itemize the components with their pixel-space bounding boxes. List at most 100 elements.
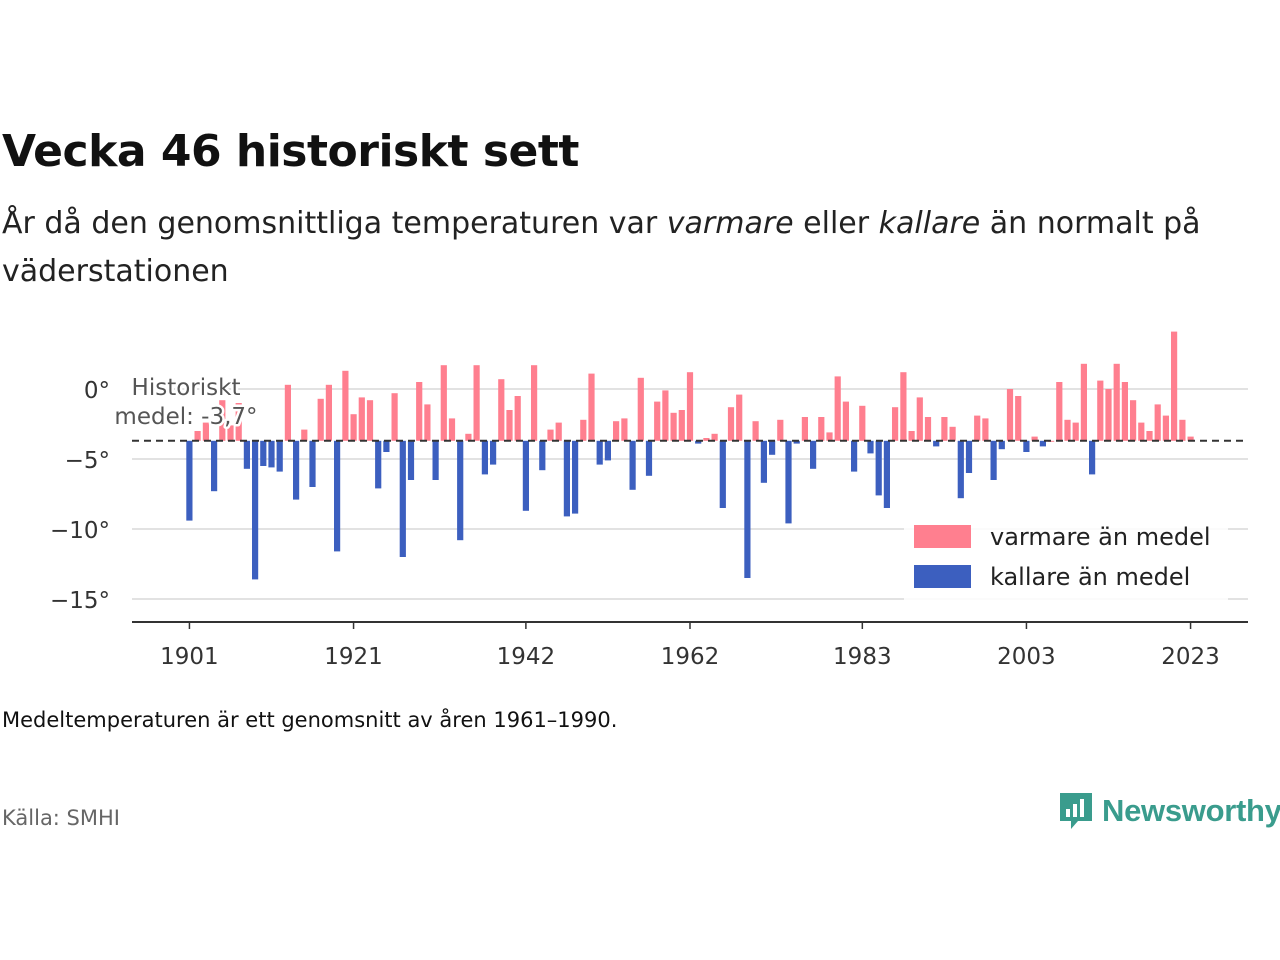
newsworthy-chat-chart-icon [1060, 793, 1092, 829]
bar-warm [1064, 419, 1071, 441]
bar-cold [957, 440, 964, 499]
x-tick-label: 1983 [833, 644, 892, 670]
bar-cold [769, 440, 776, 455]
baseline-label: Historiskt [132, 375, 241, 401]
bar-cold [998, 440, 1005, 450]
bar-warm [818, 417, 825, 441]
bar-cold [252, 440, 259, 580]
legend-swatch-warm [914, 525, 971, 548]
bar-cold [399, 440, 406, 557]
bar-warm [219, 400, 226, 441]
bar-warm [736, 394, 743, 441]
bar-cold [1023, 440, 1030, 452]
bar-cold [293, 440, 300, 500]
bar-warm [448, 418, 456, 441]
bar-cold [260, 440, 267, 466]
y-tick-label: −5° [65, 448, 110, 474]
bar-warm [777, 419, 784, 441]
bar-warm [727, 407, 735, 441]
bar-cold [851, 440, 858, 472]
bar-warm [555, 422, 562, 441]
footnote: Medeltemperaturen är ett genomsnitt av å… [2, 708, 618, 732]
bar-warm [284, 384, 291, 441]
bar-cold [572, 440, 579, 514]
bar-warm [1130, 400, 1137, 441]
bar-warm [1187, 436, 1194, 441]
bar-warm [974, 415, 981, 441]
bar-warm [892, 407, 899, 441]
bar-warm [358, 397, 365, 441]
bar-warm [703, 438, 710, 441]
bar-warm [637, 377, 644, 441]
bar-cold [522, 440, 529, 511]
bar-cold [309, 440, 316, 487]
bar-warm [916, 397, 923, 441]
bar-warm [834, 376, 841, 441]
legend-label-cold: kallare än medel [990, 563, 1190, 591]
bar-warm [801, 417, 808, 441]
bar-cold [211, 440, 218, 492]
bar-cold [785, 440, 792, 524]
bar-warm [465, 433, 472, 441]
bar-warm [982, 418, 989, 441]
bar-cold [268, 440, 275, 468]
bar-warm [391, 393, 398, 441]
bar-warm [662, 390, 669, 441]
bar-warm [506, 410, 513, 441]
bar-warm [613, 421, 620, 441]
brand-name: Newsworthy [1102, 793, 1280, 828]
chart-subtitle: År då den genomsnittliga temperaturen va… [2, 200, 1242, 296]
bar-warm [752, 421, 759, 441]
bar-cold [629, 440, 636, 490]
bar-warm [416, 382, 423, 441]
bar-warm [670, 412, 677, 441]
bar-warm [654, 401, 661, 441]
x-tick-label: 1921 [324, 644, 383, 670]
bar-cold [457, 440, 464, 541]
bar-warm [531, 365, 538, 441]
bar-cold [990, 440, 997, 480]
bar-warm [350, 414, 357, 441]
bar-cold [383, 440, 390, 452]
bar-warm [235, 403, 242, 441]
x-tick-label: 1942 [497, 644, 556, 670]
bar-cold [875, 440, 882, 496]
bar-warm [826, 432, 833, 441]
bar-cold [186, 440, 193, 521]
x-tick-label: 2023 [1161, 644, 1220, 670]
subtitle-cold-word: kallare [878, 206, 981, 241]
bar-cold [407, 440, 415, 480]
bar-warm [325, 384, 332, 441]
bar-warm [1121, 382, 1128, 441]
bar-warm [1162, 415, 1169, 441]
bar-warm [1179, 419, 1186, 441]
bar-cold [334, 440, 341, 552]
bar-warm [1113, 363, 1120, 441]
bar-warm [301, 429, 308, 441]
bar-warm [621, 418, 628, 441]
y-tick-label: 0° [84, 378, 110, 404]
bar-cold [1089, 440, 1096, 475]
bar-warm [1048, 440, 1055, 442]
bar-cold [719, 440, 726, 508]
bar-warm [924, 417, 932, 441]
legend-label-warm: varmare än medel [990, 523, 1211, 551]
bar-cold [883, 440, 890, 508]
chart-title: Vecka 46 historiskt sett [2, 126, 579, 177]
bar-cold [375, 440, 382, 489]
bar-cold [539, 440, 546, 471]
bar-warm [473, 365, 480, 441]
bar-warm [842, 401, 849, 441]
bar-cold [760, 440, 767, 483]
bar-cold [481, 440, 488, 475]
bar-warm [1154, 404, 1161, 441]
bar-warm [941, 417, 948, 441]
bar-warm [1006, 389, 1014, 441]
bar-cold [645, 440, 653, 476]
baseline-label: medel: -3,7° [114, 404, 257, 430]
bar-cold [810, 440, 817, 469]
x-tick-label: 1962 [661, 644, 720, 670]
y-tick-label: −10° [50, 518, 110, 544]
bar-warm [678, 410, 685, 441]
bar-cold [604, 440, 611, 461]
